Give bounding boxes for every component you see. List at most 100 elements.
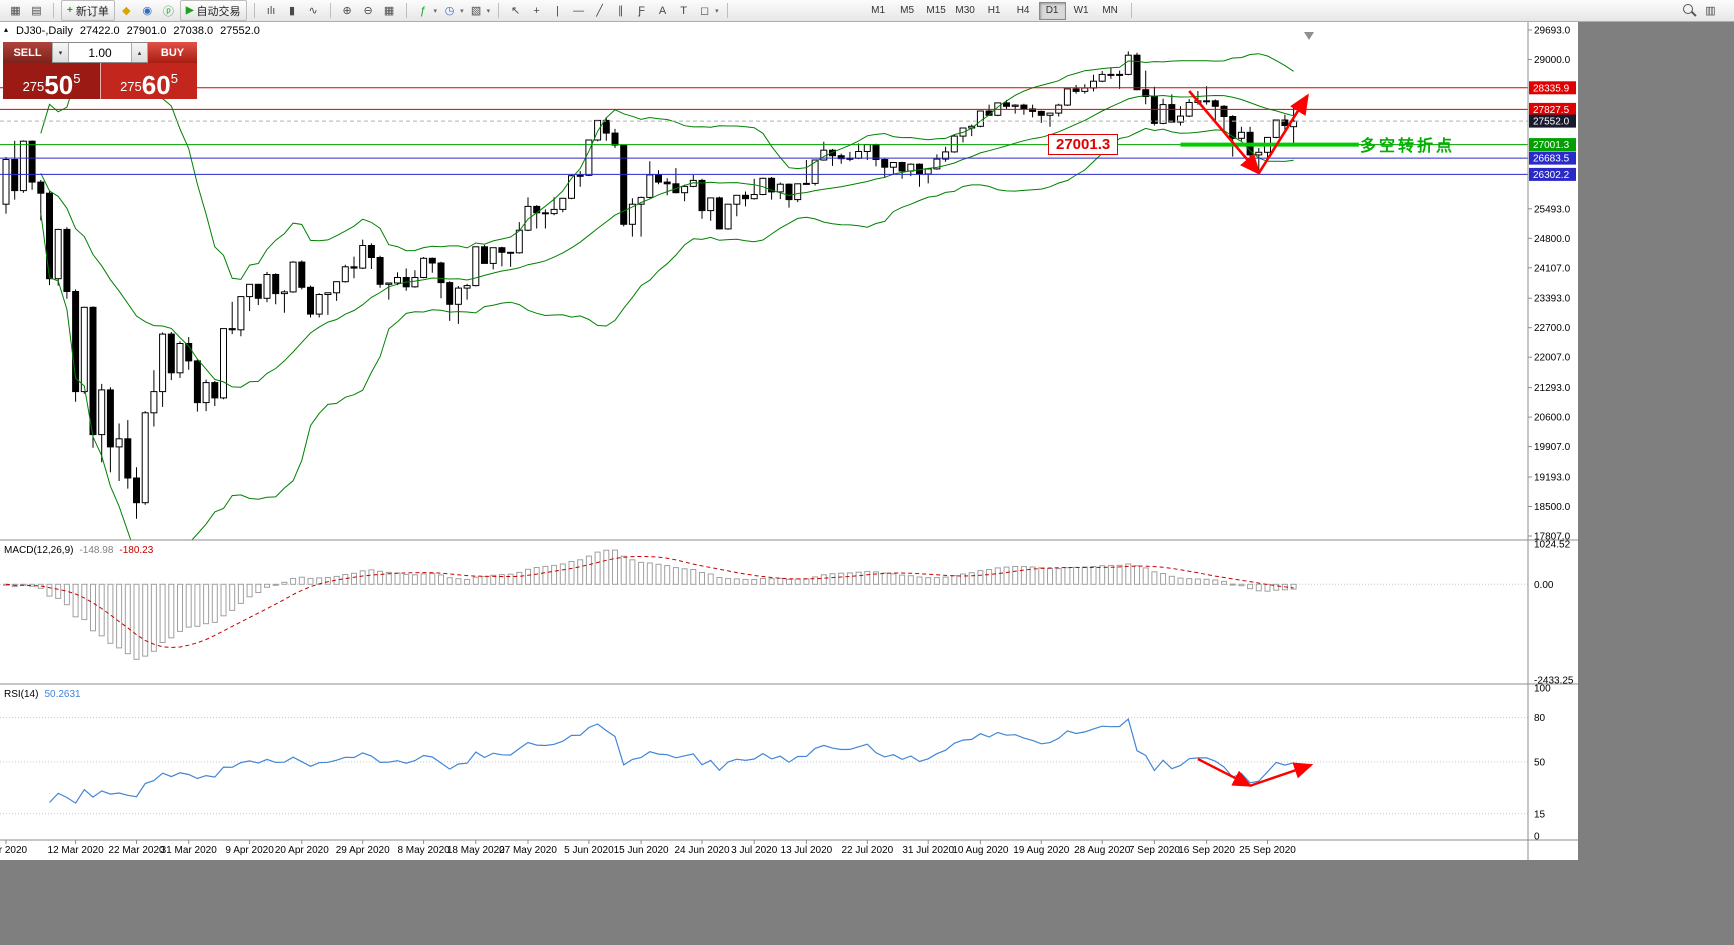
- sell-price-button[interactable]: 275 50 5: [3, 63, 100, 99]
- rsi-arrow-0[interactable]: [1197, 757, 1253, 787]
- svg-text:31 Jul 2020: 31 Jul 2020: [902, 845, 954, 856]
- timeframe-mn-button[interactable]: MN: [1102, 4, 1118, 16]
- macd-name: MACD(12,26,9): [4, 545, 74, 556]
- periods-icon-dropdown[interactable]: ▾: [460, 7, 464, 15]
- timeframe-w1-button[interactable]: W1: [1073, 4, 1089, 16]
- symbol-period-label: DJ30-,Daily: [16, 25, 73, 37]
- toolbar-separator: [726, 3, 728, 18]
- timeframe-m1-button[interactable]: M1: [871, 4, 886, 16]
- zoom-in-icon[interactable]: ⊕: [342, 5, 352, 17]
- svg-text:22 Mar 2020: 22 Mar 2020: [108, 845, 165, 856]
- text-icon[interactable]: A: [658, 4, 667, 17]
- toolbar-group-right-tools: ▥: [1677, 0, 1723, 22]
- price-annotation-box[interactable]: 27001.3: [1048, 134, 1119, 155]
- buy-price-button[interactable]: 275 60 5: [100, 63, 197, 99]
- rsi-line: [49, 718, 1294, 804]
- search-icon[interactable]: [1679, 1, 1700, 21]
- svg-text:29 Apr 2020: 29 Apr 2020: [336, 845, 390, 856]
- buy-price-big-digits: 60: [141, 69, 171, 100]
- rsi-arrow-1[interactable]: [1249, 762, 1314, 787]
- cursor-icon[interactable]: ↖: [510, 5, 521, 17]
- svg-text:19193.0: 19193.0: [1534, 473, 1571, 484]
- indicators-icon-dropdown[interactable]: ▾: [433, 7, 438, 15]
- chart-background: [0, 22, 1578, 860]
- new-order-button[interactable]: + 新订单: [61, 0, 115, 21]
- svg-text:26683.5: 26683.5: [1533, 154, 1570, 165]
- trade-panel-top-row: SELL ▾ 1.00 ▴ BUY: [3, 42, 197, 63]
- trendline-icon[interactable]: ╱: [596, 5, 603, 17]
- svg-text:24107.0: 24107.0: [1534, 263, 1571, 274]
- shapes-icon[interactable]: ◻: [700, 5, 710, 17]
- main-price-panel[interactable]: [0, 51, 1528, 559]
- timeframe-h1-button[interactable]: H1: [987, 4, 1001, 16]
- zoom-out-icon[interactable]: ⊖: [363, 5, 373, 17]
- toolbar-separator: [253, 3, 255, 18]
- strategy-tester-icon[interactable]: ⓟ: [162, 5, 174, 18]
- svg-text:3 Jul 2020: 3 Jul 2020: [731, 845, 778, 856]
- svg-text:15 Jun 2020: 15 Jun 2020: [614, 845, 669, 856]
- sell-button[interactable]: SELL: [3, 42, 52, 63]
- timeframe-m30-button[interactable]: M30: [955, 4, 975, 16]
- price-arrow-0[interactable]: [1188, 90, 1261, 176]
- timeframe-d1-button[interactable]: D1: [1038, 1, 1066, 20]
- svg-text:5 Jun 2020: 5 Jun 2020: [564, 845, 614, 856]
- templates-icon-dropdown[interactable]: ▾: [486, 7, 491, 15]
- new-chart-icon[interactable]: ▦: [10, 5, 21, 17]
- chart-shift-marker[interactable]: [1304, 32, 1314, 40]
- volume-decrease-button[interactable]: ▾: [52, 43, 69, 62]
- periods-icon[interactable]: ◷: [444, 5, 455, 17]
- tile-windows-icon[interactable]: ▦: [383, 5, 395, 17]
- svg-text:20 Apr 2020: 20 Apr 2020: [275, 845, 329, 856]
- rsi-panel[interactable]: [0, 717, 1528, 815]
- timeframe-h4-button[interactable]: H4: [1016, 4, 1030, 16]
- new-order-button-icon: +: [67, 5, 73, 16]
- quote-panel-toggle-icon[interactable]: ▴: [4, 25, 9, 34]
- equidistant-channel-icon[interactable]: ∥: [617, 5, 624, 17]
- one-click-trading-panel: SELL ▾ 1.00 ▴ BUY 275 50 5 275 60 5: [3, 42, 197, 99]
- svg-text:24 Jun 2020: 24 Jun 2020: [674, 845, 729, 856]
- vertical-line-icon[interactable]: |: [556, 4, 560, 17]
- svg-text:10 Aug 2020: 10 Aug 2020: [952, 845, 1009, 856]
- low-value: 27038.0: [173, 25, 214, 37]
- crosshair-icon[interactable]: +: [533, 4, 540, 17]
- metaeditor-icon[interactable]: ◆: [122, 5, 131, 17]
- svg-text:28 Aug 2020: 28 Aug 2020: [1074, 845, 1131, 856]
- toolbar-separator: [498, 3, 500, 18]
- price-scale[interactable]: 29693.0 29000.0 25493.0 24800.0 24107.0 23393…: [1528, 26, 1576, 843]
- auto-trading-button[interactable]: ▶ 自动交易: [179, 0, 247, 21]
- rsi-value: 50.2631: [44, 689, 81, 700]
- community-icon[interactable]: ◉: [142, 5, 153, 17]
- text-label-icon[interactable]: T: [680, 4, 687, 17]
- svg-text:19 Aug 2020: 19 Aug 2020: [1013, 845, 1070, 856]
- timeframe-m5-button[interactable]: M5: [900, 4, 915, 16]
- price-arrow-1[interactable]: [1257, 93, 1309, 174]
- macd-panel[interactable]: [0, 549, 1528, 660]
- timeframe-m15-button[interactable]: M15: [926, 4, 946, 16]
- candlestick-chart-icon[interactable]: ▮: [289, 5, 296, 17]
- bar-chart-icon[interactable]: ılı: [266, 4, 276, 17]
- horizontal-line-icon[interactable]: —: [573, 4, 585, 17]
- line-chart-icon[interactable]: ∿: [308, 5, 318, 17]
- volume-value[interactable]: 1.00: [88, 45, 112, 60]
- toolbar-group-windows: ▦ ▤: [3, 0, 49, 22]
- buy-button[interactable]: BUY: [148, 42, 197, 63]
- toolbar-group-drawing-tools: ↖ + | — ╱ ∥ Ƒ A T ◻ ▾: [503, 0, 723, 22]
- svg-text:-2433.25: -2433.25: [1534, 676, 1574, 687]
- indicators-icon[interactable]: ƒ: [419, 4, 427, 17]
- svg-text:21293.0: 21293.0: [1534, 383, 1571, 394]
- data-window-icon[interactable]: ▥: [1705, 5, 1716, 17]
- shapes-icon-dropdown[interactable]: ▾: [715, 7, 719, 15]
- svg-text:8 May 2020: 8 May 2020: [397, 845, 450, 856]
- volume-increase-button[interactable]: ▴: [131, 43, 148, 62]
- toolbar-group-timeframes: M1 M5 M15 M30 H1 H4 D1 W1 MN: [862, 0, 1127, 22]
- templates-icon[interactable]: ▧: [470, 5, 482, 17]
- profiles-icon[interactable]: ▤: [31, 5, 42, 17]
- svg-text:9 Apr 2020: 9 Apr 2020: [225, 845, 274, 856]
- turning-point-label[interactable]: 多空转折点: [1360, 138, 1456, 155]
- svg-text:80: 80: [1534, 713, 1546, 724]
- fibonacci-icon[interactable]: Ƒ: [638, 4, 645, 17]
- svg-text:15: 15: [1534, 809, 1546, 820]
